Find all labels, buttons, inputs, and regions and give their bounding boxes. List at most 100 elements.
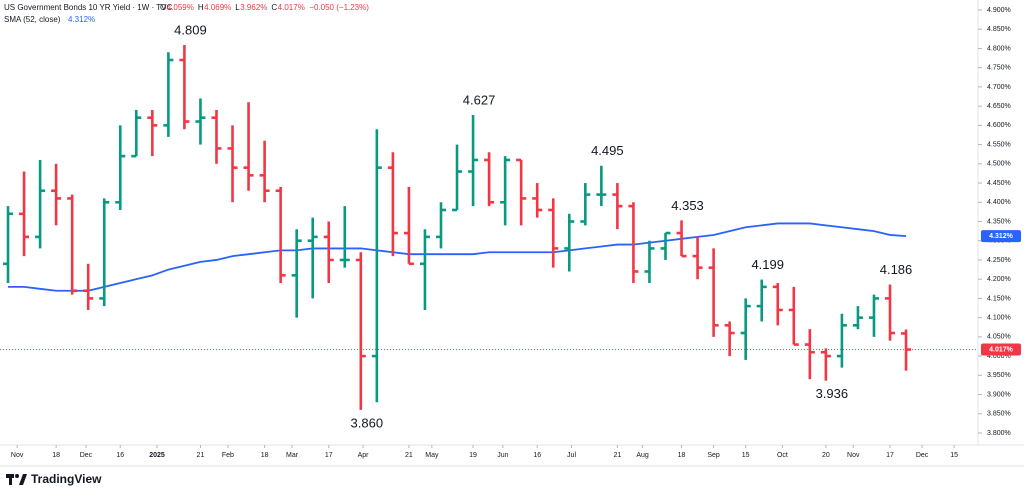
- y-tick-label: 4.250%: [987, 257, 1011, 264]
- extreme-label: 4.627: [463, 92, 496, 107]
- y-tick-label: 4.100%: [987, 314, 1011, 321]
- ohlc-bar: [115, 125, 126, 210]
- y-tick-label: 3.950%: [987, 372, 1011, 379]
- x-tick-label: 21: [613, 452, 621, 459]
- ohlc-bar: [195, 98, 206, 145]
- x-tick-label: Sep: [707, 452, 720, 459]
- x-tick-label: Mar: [286, 452, 299, 459]
- y-tick-label: 3.900%: [987, 391, 1011, 398]
- extreme-label: 4.495: [591, 143, 624, 158]
- y-tick-label: 4.550%: [987, 141, 1011, 148]
- last-price-badge: [981, 343, 1021, 356]
- ohlc-bar: [532, 183, 543, 218]
- x-tick-label: Nov: [11, 452, 24, 459]
- x-tick-label: Jun: [497, 452, 508, 459]
- y-tick-label: 4.150%: [987, 295, 1011, 302]
- ohlc-bar: [724, 321, 735, 357]
- legend-value: 4.059%: [167, 3, 194, 12]
- ohlc-bar: [612, 183, 623, 230]
- brand-name: TradingView: [31, 472, 102, 486]
- sma-name: SMA (52, close): [4, 15, 61, 24]
- ohlc-bar: [227, 125, 238, 203]
- ohlc-bar: [403, 186, 414, 266]
- ohlc-bar: [676, 220, 687, 258]
- last-price-label: 4.017%: [989, 346, 1014, 353]
- legend-key: L: [235, 3, 240, 12]
- extreme-label: 4.186: [880, 262, 913, 277]
- y-tick-label: 4.000%: [987, 353, 1011, 360]
- ohlc-bar: [516, 158, 527, 226]
- ohlc-bar: [468, 114, 479, 207]
- ohlc-bar: [852, 306, 863, 330]
- x-tick-label: Oct: [777, 452, 788, 459]
- ohlc-bar: [580, 183, 591, 226]
- ohlc-bar: [548, 198, 559, 268]
- x-tick-label: 18: [678, 452, 686, 459]
- ohlc-bar: [836, 313, 847, 368]
- x-tick-label: 19: [469, 452, 477, 459]
- legend-key: C: [271, 3, 277, 12]
- x-tick-label: Aug: [636, 452, 649, 459]
- ohlc-bar: [307, 217, 318, 299]
- ohlc-bar: [131, 109, 142, 158]
- x-tick-label: 17: [325, 452, 333, 459]
- x-tick-label: 17: [886, 452, 894, 459]
- ohlc-bar: [323, 221, 334, 284]
- logo-shape: [9, 474, 12, 485]
- ohlc-bar: [484, 152, 495, 207]
- extreme-label: 4.199: [751, 257, 784, 272]
- logo-shape: [19, 474, 27, 485]
- ohlc-bar: [3, 206, 14, 284]
- ohlc-bar: [692, 236, 703, 280]
- ohlc-bar: [788, 286, 799, 346]
- symbol-title: US Government Bonds 10 YR Yield · 1W · T…: [4, 3, 172, 12]
- x-tick-label: 18: [261, 452, 269, 459]
- y-tick-label: 4.900%: [987, 7, 1011, 14]
- x-tick-label: Apr: [358, 452, 370, 459]
- ohlc-bar: [660, 231, 671, 260]
- x-tick-label: 21: [197, 452, 205, 459]
- ohlc-bar: [564, 213, 575, 272]
- ohlc-bar: [179, 44, 190, 130]
- x-tick-label: Jul: [567, 452, 576, 459]
- x-tick-label: 21: [405, 452, 413, 459]
- ohlc-bar: [211, 109, 222, 164]
- ohlc-bar: [243, 102, 254, 191]
- ohlc-bar: [820, 348, 831, 381]
- x-tick-label: 18: [52, 452, 60, 459]
- ohlc-bar: [596, 165, 607, 207]
- ohlc-bar: [740, 298, 751, 360]
- ohlc-bar: [99, 198, 110, 307]
- ohlc-bar: [83, 263, 94, 310]
- ohlc-bar: [756, 279, 767, 322]
- ohlc-bar: [387, 152, 398, 257]
- ohlc-bar: [772, 283, 783, 326]
- ohlc-bar: [339, 206, 350, 268]
- y-tick-label: 3.800%: [987, 430, 1011, 437]
- x-tick-label: May: [425, 452, 439, 459]
- ohlc-bar: [275, 186, 286, 284]
- legend-key: H: [198, 3, 204, 12]
- ohlc-bar: [500, 156, 511, 226]
- ohlc-bar: [51, 163, 62, 226]
- ohlc-bar: [804, 329, 815, 380]
- ohlc-bar: [19, 171, 30, 257]
- ohlc-bar: [644, 240, 655, 284]
- legend-value: 4.017%: [278, 3, 305, 12]
- y-tick-label: 4.400%: [987, 199, 1011, 206]
- ohlc-bar: [708, 248, 719, 337]
- legend-key: O: [160, 3, 166, 12]
- ohlc-bar: [355, 252, 366, 410]
- ohlc-bar: [371, 129, 382, 403]
- extreme-label: 3.860: [351, 415, 384, 430]
- y-tick-label: 4.850%: [987, 26, 1011, 33]
- ohlc-bar: [435, 202, 446, 249]
- extreme-label: 4.353: [671, 198, 704, 213]
- logo-shape: [15, 474, 19, 478]
- x-tick-label: 15: [950, 452, 958, 459]
- ohlc-bar: [163, 52, 174, 137]
- x-tick-label: 2025: [149, 452, 165, 459]
- brand-logo[interactable]: TradingView: [6, 472, 102, 486]
